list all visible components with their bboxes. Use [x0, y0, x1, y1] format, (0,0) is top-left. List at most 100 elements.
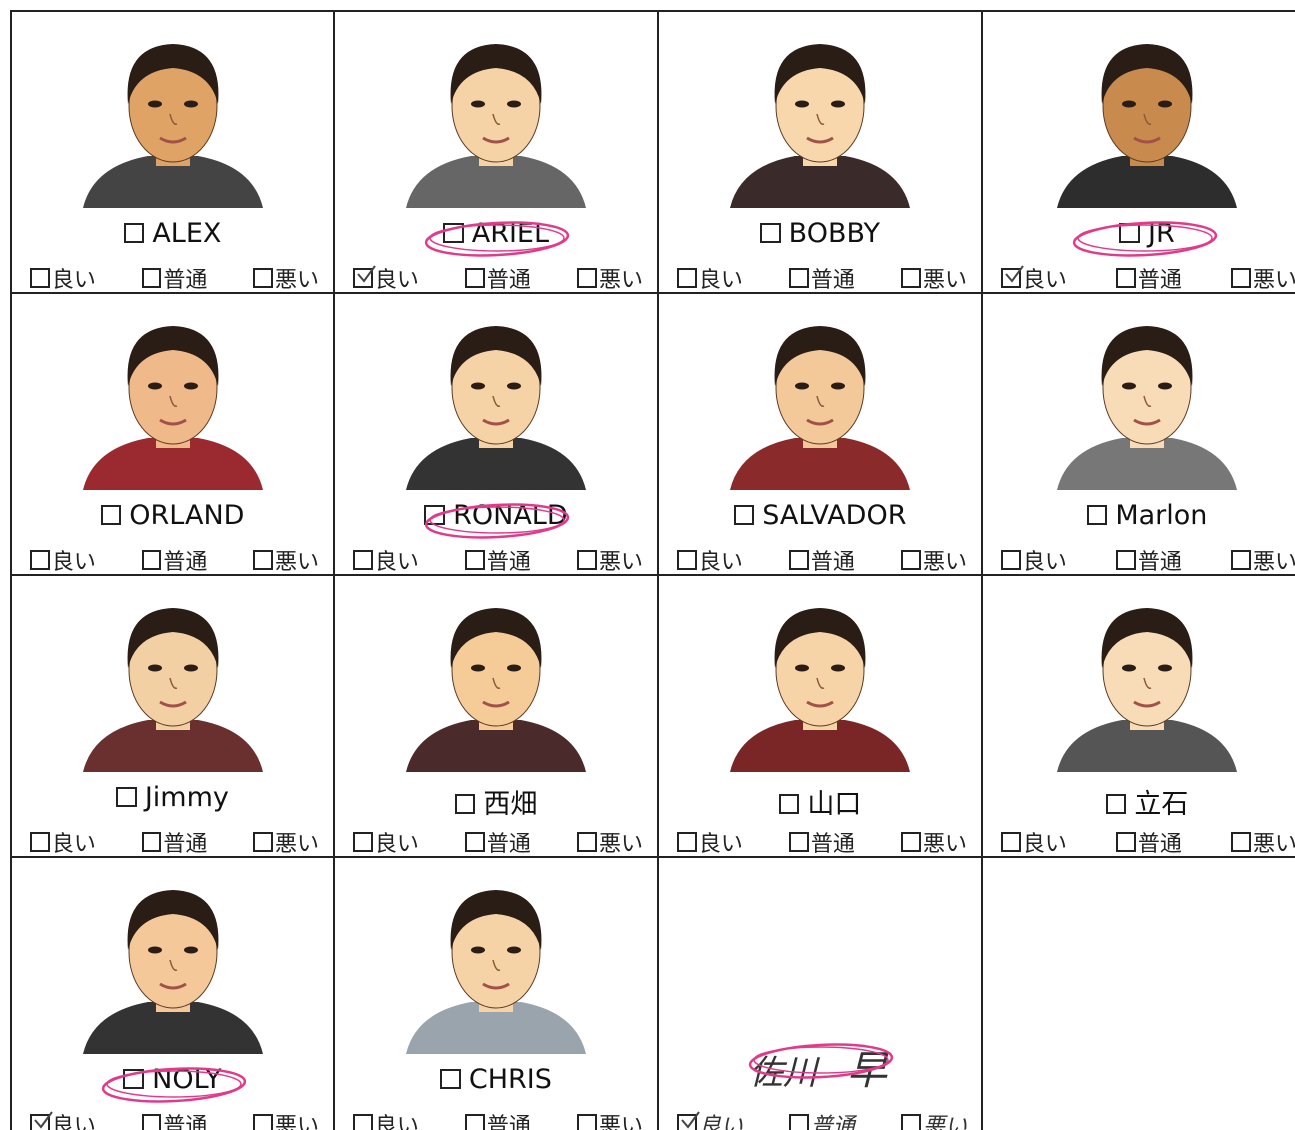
rating-option: 良い	[353, 826, 419, 858]
name-label: Marlon	[983, 500, 1295, 531]
eye	[147, 382, 162, 390]
rating-option: 普通	[141, 262, 207, 294]
rating-text: 悪い	[598, 550, 643, 575]
person-cell: JR 良い 普通 悪い	[981, 10, 1295, 294]
portrait	[1057, 326, 1237, 490]
rating-text: 良い	[698, 1114, 743, 1130]
checkbox	[465, 1114, 485, 1130]
hair	[1101, 608, 1193, 668]
eye	[795, 664, 809, 672]
eye	[507, 946, 521, 954]
rating-text: 普通	[1137, 268, 1182, 293]
rating-option: 普通	[465, 544, 531, 576]
rating-option: 良い	[30, 826, 96, 858]
checkbox	[1231, 550, 1251, 571]
checkbox	[789, 268, 809, 289]
shoulders	[406, 1002, 586, 1054]
rating-option: 普通	[1116, 262, 1182, 294]
rating-option: 良い	[30, 1108, 96, 1130]
shoulders	[730, 720, 910, 772]
name-label: 立石	[983, 782, 1295, 821]
nose	[1143, 113, 1152, 126]
rating-row: 良い 普通 悪い	[1001, 262, 1295, 294]
nose	[816, 113, 825, 126]
rating-text: 良い	[698, 550, 743, 575]
rating-text: 普通	[810, 1114, 855, 1130]
eye	[147, 664, 162, 672]
shoulders	[1057, 720, 1237, 772]
checkbox	[1001, 832, 1021, 853]
rating-text: 良い	[51, 832, 96, 857]
eye	[1122, 382, 1136, 390]
rating-text: 良い	[1022, 550, 1067, 575]
rating-option: 悪い	[253, 544, 319, 576]
checkbox	[1231, 268, 1251, 289]
rating-text: 普通	[810, 832, 855, 857]
checkbox	[577, 1114, 597, 1130]
rating-text: 悪い	[1252, 268, 1295, 293]
handwritten-name: 佐川早	[749, 1038, 981, 1096]
person-cell: 佐川早良い 普通 悪い	[657, 856, 981, 1130]
shoulders	[1057, 156, 1237, 208]
rating-text: 悪い	[922, 550, 967, 575]
rating-text: 悪い	[274, 832, 319, 857]
check-stroke	[1005, 265, 1024, 283]
hair	[450, 44, 542, 104]
eye	[795, 382, 809, 390]
checkbox	[1001, 265, 1024, 289]
rating-row: 良い 普通 悪い	[1001, 826, 1295, 858]
mouth	[158, 700, 187, 708]
name-text: 山口	[807, 789, 862, 820]
check-mark	[681, 1111, 700, 1129]
checkbox	[253, 1114, 273, 1130]
name-text: ARIEL	[471, 218, 550, 249]
shoulders	[82, 156, 263, 208]
nose	[492, 113, 501, 126]
person-cell: 立石良い 普通 悪い	[981, 574, 1295, 858]
checkbox	[901, 268, 921, 289]
rating-text: 悪い	[922, 832, 967, 857]
name-text: JR	[1148, 218, 1175, 249]
rating-option: 良い	[353, 1108, 419, 1130]
mouth	[1133, 418, 1161, 426]
shoulders	[730, 438, 910, 490]
nose	[492, 677, 501, 690]
name-text: RONALD	[453, 500, 568, 531]
rating-row: 良い 普通 悪い	[30, 826, 319, 858]
checkbox	[353, 832, 373, 853]
rating-row: 良い 普通 悪い	[353, 544, 643, 576]
checkbox	[1105, 793, 1127, 815]
person-cell: Jimmy 良い 普通 悪い	[10, 574, 333, 858]
nose	[168, 677, 177, 690]
note-text: 早	[847, 1048, 887, 1094]
mouth	[806, 700, 834, 708]
portrait	[406, 608, 586, 772]
rating-row: 良い 普通 悪い	[677, 1108, 967, 1130]
nose	[168, 959, 177, 972]
rating-text: 良い	[698, 832, 743, 857]
rating-row: 良い 普通 悪い	[30, 262, 319, 294]
rating-option: 悪い	[253, 1108, 319, 1130]
portrait	[406, 44, 586, 208]
eye	[1122, 664, 1136, 672]
eye	[831, 664, 845, 672]
nose	[1143, 395, 1152, 408]
rating-option: 悪い	[901, 262, 967, 294]
shoulders	[406, 438, 586, 490]
checkbox	[577, 550, 597, 571]
checkbox	[353, 550, 373, 571]
checkbox	[901, 1114, 921, 1130]
checkbox	[1116, 550, 1136, 571]
rating-text: 普通	[163, 1114, 208, 1130]
check-mark	[357, 265, 376, 283]
eye	[471, 382, 485, 390]
rating-row: 良い 普通 悪い	[677, 826, 967, 858]
rating-option: 悪い	[577, 544, 643, 576]
checkbox	[253, 550, 273, 571]
name-label: CHRIS	[335, 1064, 657, 1095]
eye	[1158, 664, 1172, 672]
rating-option: 普通	[141, 826, 207, 858]
checkbox	[141, 1114, 162, 1130]
rating-text: 良い	[51, 550, 96, 575]
